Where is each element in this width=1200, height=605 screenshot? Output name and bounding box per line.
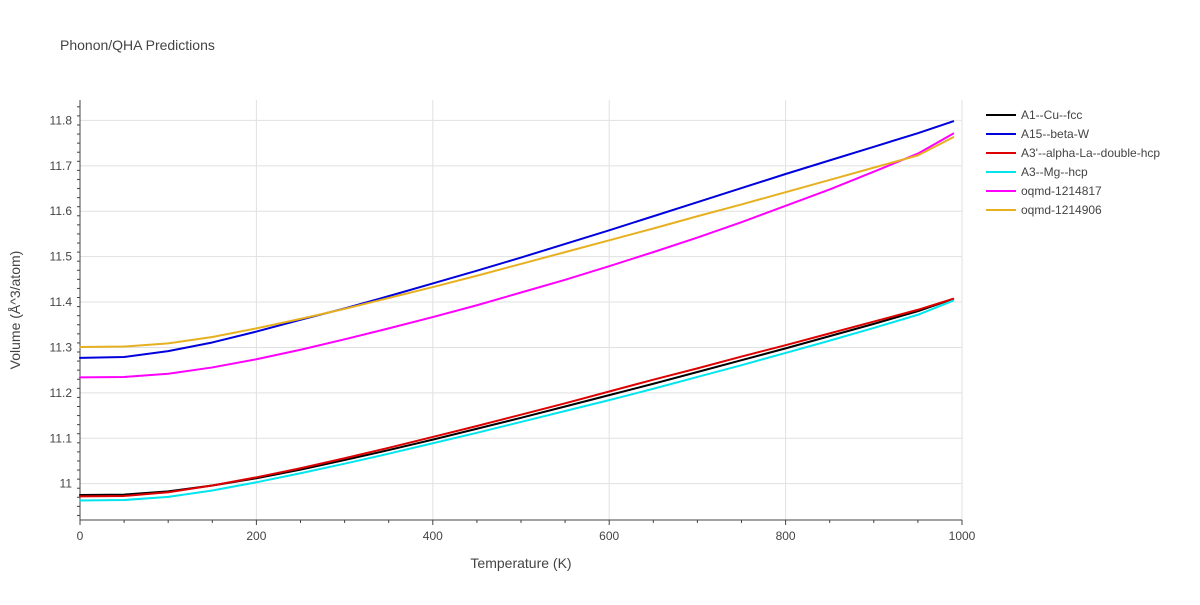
- y-tick-label: 11.8: [50, 113, 73, 127]
- x-tick-label: 200: [246, 529, 266, 543]
- y-tick-label: 11.4: [50, 295, 73, 309]
- y-tick-label: 11.7: [50, 159, 73, 173]
- legend-label: A3'--alpha-La--double-hcp: [1021, 146, 1160, 160]
- y-tick-label: 11.3: [50, 340, 73, 354]
- legend-label: oqmd-1214817: [1021, 184, 1102, 198]
- legend-label: A3--Mg--hcp: [1021, 165, 1088, 179]
- legend-label: A1--Cu--fcc: [1021, 108, 1082, 122]
- x-tick-label: 1000: [949, 529, 976, 543]
- series-line-3: [79, 299, 955, 502]
- x-tick-label: 800: [776, 529, 796, 543]
- series-layer: [79, 120, 955, 502]
- tick-labels: 0 200 400 600 800 1000 11 11.1 11.2 11.3 11.4 11.5 1…: [50, 113, 976, 543]
- legend-label: A15--beta-W: [1021, 127, 1090, 141]
- x-tick-label: 0: [77, 529, 84, 543]
- grid-layer: [80, 100, 963, 520]
- y-tick-label: 11.2: [50, 386, 73, 400]
- series-line-5: [79, 136, 955, 349]
- y-axis-title: Volume (Å^3/atom): [7, 251, 23, 370]
- x-tick-label: 600: [599, 529, 619, 543]
- series-line-2: [79, 297, 955, 498]
- y-tick-label: 11: [60, 477, 73, 491]
- chart-title: Phonon/QHA Predictions: [60, 37, 215, 53]
- series-line-0: [79, 297, 955, 497]
- y-tick-label: 11.6: [50, 204, 73, 218]
- x-tick-label: 400: [423, 529, 443, 543]
- legend: A1--Cu--fcc A15--beta-W A3'--alpha-La--dou…: [986, 108, 1160, 217]
- series-line-1: [79, 120, 955, 359]
- y-tick-label: 11.1: [50, 431, 73, 445]
- series-line-4: [79, 132, 955, 379]
- x-axis-title: Temperature (K): [470, 555, 571, 571]
- axes-layer: [77, 100, 963, 525]
- legend-label: oqmd-1214906: [1021, 203, 1102, 217]
- y-tick-label: 11.5: [50, 250, 73, 264]
